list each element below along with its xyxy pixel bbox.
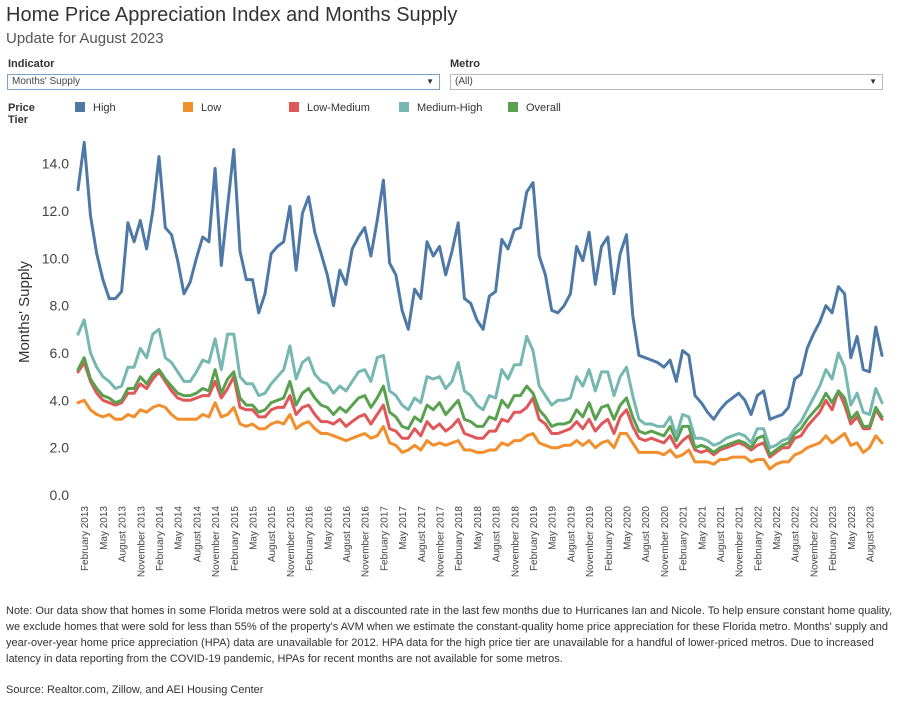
x-tick-label: February 2016 [305,506,316,571]
y-axis-ticks: 0.0 2.0 4.0 6.0 8.0 10.0 12.0 14.0 [42,156,69,503]
x-tick-label: November 2016 [361,506,372,578]
x-tick-label: August 2018 [492,506,503,563]
legend-item-high[interactable]: High [75,102,116,114]
x-tick-label: May 2019 [548,506,559,550]
x-tick-label: November 2020 [660,506,671,578]
metro-dropdown[interactable]: (All) ▼ [450,74,883,90]
indicator-filter-label: Indicator [8,58,55,70]
indicator-dropdown[interactable]: Months' Supply ▼ [7,74,440,90]
x-tick-label: August 2020 [641,506,652,563]
x-tick-label: August 2014 [192,506,203,563]
series-line-low-medium[interactable] [76,361,884,459]
y-tick-label: 14.0 [42,156,69,172]
x-tick-label: May 2020 [623,506,634,550]
x-tick-label: February 2023 [828,506,839,571]
legend-label: Low-Medium [307,102,370,114]
legend-title: Price Tier [8,102,35,126]
y-tick-label: 8.0 [50,298,70,314]
x-tick-label: May 2017 [398,506,409,550]
series-line-overall[interactable] [76,356,884,457]
chevron-down-icon[interactable]: ▼ [426,77,434,86]
legend-item-low-medium[interactable]: Low-Medium [289,102,370,114]
legend-item-medium-high[interactable]: Medium-High [399,102,482,114]
x-tick-label: February 2013 [80,506,91,571]
x-tick-label: February 2020 [604,506,615,571]
x-tick-label: February 2014 [155,506,166,571]
x-tick-label: May 2018 [473,506,484,550]
y-tick-label: 10.0 [42,250,69,266]
x-tick-label: November 2015 [286,506,297,578]
x-tick-label: May 2016 [323,506,334,550]
page-subtitle: Update for August 2023 [6,30,164,47]
y-axis-label: Months' Supply [16,260,33,363]
page-title: Home Price Appreciation Index and Months… [6,4,458,26]
chevron-down-icon[interactable]: ▼ [869,77,877,86]
y-tick-label: 2.0 [50,440,70,456]
legend-swatch [289,102,299,112]
metro-filter-label: Metro [450,58,480,70]
footnote: Note: Our data show that homes in some F… [6,605,893,665]
x-tick-label: November 2014 [211,506,222,578]
x-tick-label: August 2022 [791,506,802,563]
x-tick-label: February 2021 [679,506,690,571]
x-axis-ticks: February 2013 May 2013 August 2013 November… [80,506,876,578]
x-tick-label: August 2019 [566,506,577,563]
series-line-low[interactable] [76,398,884,471]
y-tick-label: 6.0 [50,345,70,361]
series-line-high[interactable] [76,140,884,421]
months-supply-line-chart: Months' Supply 0.0 2.0 4.0 6.0 8.0 10.0 12.0 14… [16,140,884,578]
legend-label: Low [201,102,222,114]
x-tick-label: August 2013 [118,506,129,563]
y-tick-label: 12.0 [42,203,69,219]
y-tick-label: 4.0 [50,392,70,408]
x-tick-label: May 2021 [697,506,708,550]
indicator-selected-value: Months' Supply [12,76,81,87]
legend-label: Overall [526,102,561,114]
x-tick-label: February 2017 [379,506,390,571]
legend-label: Medium-High [417,102,483,114]
x-tick-label: August 2016 [342,506,353,563]
x-tick-label: May 2014 [174,506,185,550]
source-note: Source: Realtor.com, Zillow, and AEI Hou… [6,684,264,696]
legend-swatch [183,102,193,112]
x-tick-label: May 2022 [772,506,783,550]
x-tick-label: November 2021 [735,506,746,578]
x-tick-label: August 2021 [716,506,727,563]
x-tick-label: February 2015 [230,506,241,571]
x-tick-label: November 2017 [436,506,447,578]
legend-swatch [508,102,518,112]
x-tick-label: August 2015 [267,506,278,563]
legend-swatch [399,102,409,112]
x-tick-label: November 2022 [809,506,820,578]
x-tick-label: August 2017 [417,506,428,563]
x-tick-label: November 2019 [585,506,596,578]
x-tick-label: February 2022 [753,506,764,571]
legend-item-low[interactable]: Low [183,102,221,114]
x-tick-label: February 2019 [529,506,540,571]
y-tick-label: 0.0 [50,487,70,503]
x-tick-label: August 2023 [866,506,877,563]
legend-item-overall[interactable]: Overall [508,102,561,114]
x-tick-label: May 2015 [249,506,260,550]
legend-swatch [75,102,85,112]
series-lines [76,140,884,471]
x-tick-label: May 2023 [847,506,858,550]
x-tick-label: November 2018 [510,506,521,578]
legend-label: High [93,102,116,114]
x-tick-label: May 2013 [99,506,110,550]
x-tick-label: February 2018 [454,506,465,571]
x-tick-label: November 2013 [136,506,147,578]
metro-selected-value: (All) [455,76,473,87]
series-line-medium-high[interactable] [76,318,884,450]
